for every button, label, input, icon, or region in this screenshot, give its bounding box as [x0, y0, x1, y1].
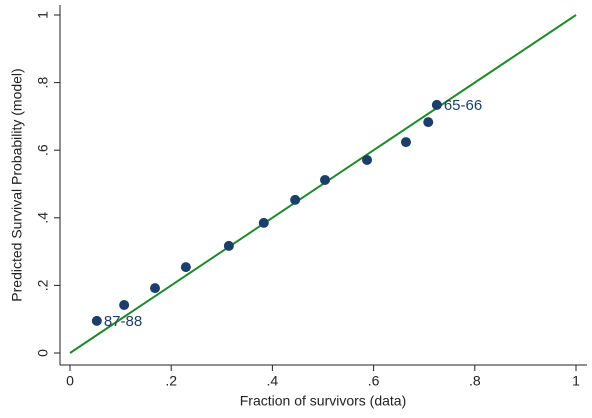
point	[400, 137, 411, 148]
y-tick-label: .2	[35, 279, 51, 291]
point-label: 87-88	[104, 313, 142, 330]
x-tick-label: .4	[267, 373, 279, 389]
point	[91, 315, 102, 326]
point	[290, 194, 301, 205]
y-tick-label: 1	[35, 11, 51, 19]
x-axis-title: Fraction of survivors (data)	[240, 393, 407, 409]
point-label: 65-66	[444, 97, 482, 114]
point	[423, 117, 434, 128]
point	[362, 155, 373, 166]
point	[119, 300, 130, 311]
x-tick-label: .8	[469, 373, 481, 389]
y-tick-label: 0	[35, 349, 51, 357]
point	[223, 240, 234, 251]
point	[431, 99, 442, 110]
y-tick-label: .8	[35, 77, 51, 89]
y-tick-label: .4	[35, 212, 51, 224]
point	[180, 262, 191, 273]
point	[150, 283, 161, 294]
x-tick-label: .6	[368, 373, 380, 389]
x-tick-label: 1	[572, 373, 580, 389]
y-tick-label: .6	[35, 144, 51, 156]
x-tick-label: 0	[66, 373, 74, 389]
y-axis-title: Predicted Survival Probability (model)	[9, 68, 25, 301]
point	[258, 217, 269, 228]
point	[320, 174, 331, 185]
x-tick-label: .2	[165, 373, 177, 389]
